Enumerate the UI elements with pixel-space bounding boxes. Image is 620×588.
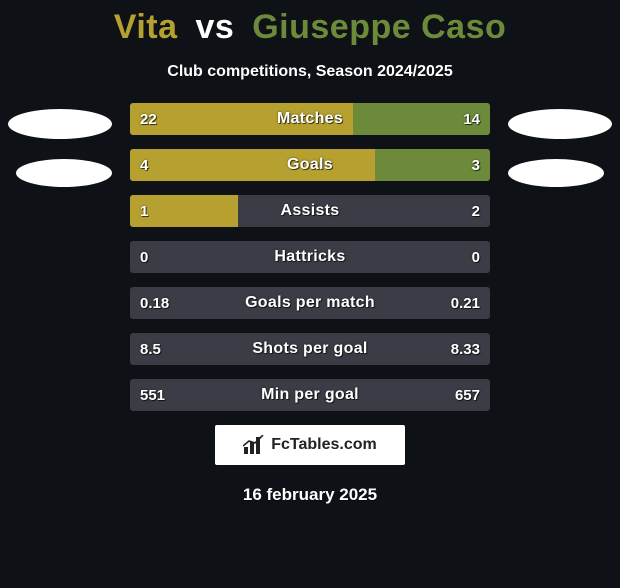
player2-name: Giuseppe Caso (252, 8, 506, 46)
team-badge-placeholder-right-1 (508, 109, 612, 139)
source-brand-text: FcTables.com (271, 436, 377, 454)
team-badge-placeholder-left-2 (16, 159, 112, 187)
stat-row: 551657Min per goal (130, 379, 490, 411)
player1-name: Vita (114, 8, 178, 46)
stat-label: Assists (130, 195, 490, 227)
stat-row: 0.180.21Goals per match (130, 287, 490, 319)
stat-row: 00Hattricks (130, 241, 490, 273)
stats-area: 2214Matches 43Goals 12Assists 00Hattricks 0.… (0, 103, 620, 411)
team-badge-placeholder-right-2 (508, 159, 604, 187)
comparison-title: Vita vs Giuseppe Caso (0, 8, 620, 47)
stat-label: Matches (130, 103, 490, 135)
team-badge-placeholder-left-1 (8, 109, 112, 139)
source-logo: FcTables.com (215, 425, 405, 465)
stat-row: 43Goals (130, 149, 490, 181)
stat-row: 2214Matches (130, 103, 490, 135)
comparison-bars: 2214Matches 43Goals 12Assists 00Hattricks 0.… (130, 103, 490, 411)
stat-label: Min per goal (130, 379, 490, 411)
stat-row: 12Assists (130, 195, 490, 227)
vs-label: vs (195, 8, 234, 46)
stat-label: Hattricks (130, 241, 490, 273)
date-label: 16 february 2025 (0, 485, 620, 505)
stat-label: Shots per goal (130, 333, 490, 365)
bar-chart-icon (243, 435, 265, 455)
stat-label: Goals (130, 149, 490, 181)
stat-row: 8.58.33Shots per goal (130, 333, 490, 365)
subtitle: Club competitions, Season 2024/2025 (0, 63, 620, 81)
stat-label: Goals per match (130, 287, 490, 319)
